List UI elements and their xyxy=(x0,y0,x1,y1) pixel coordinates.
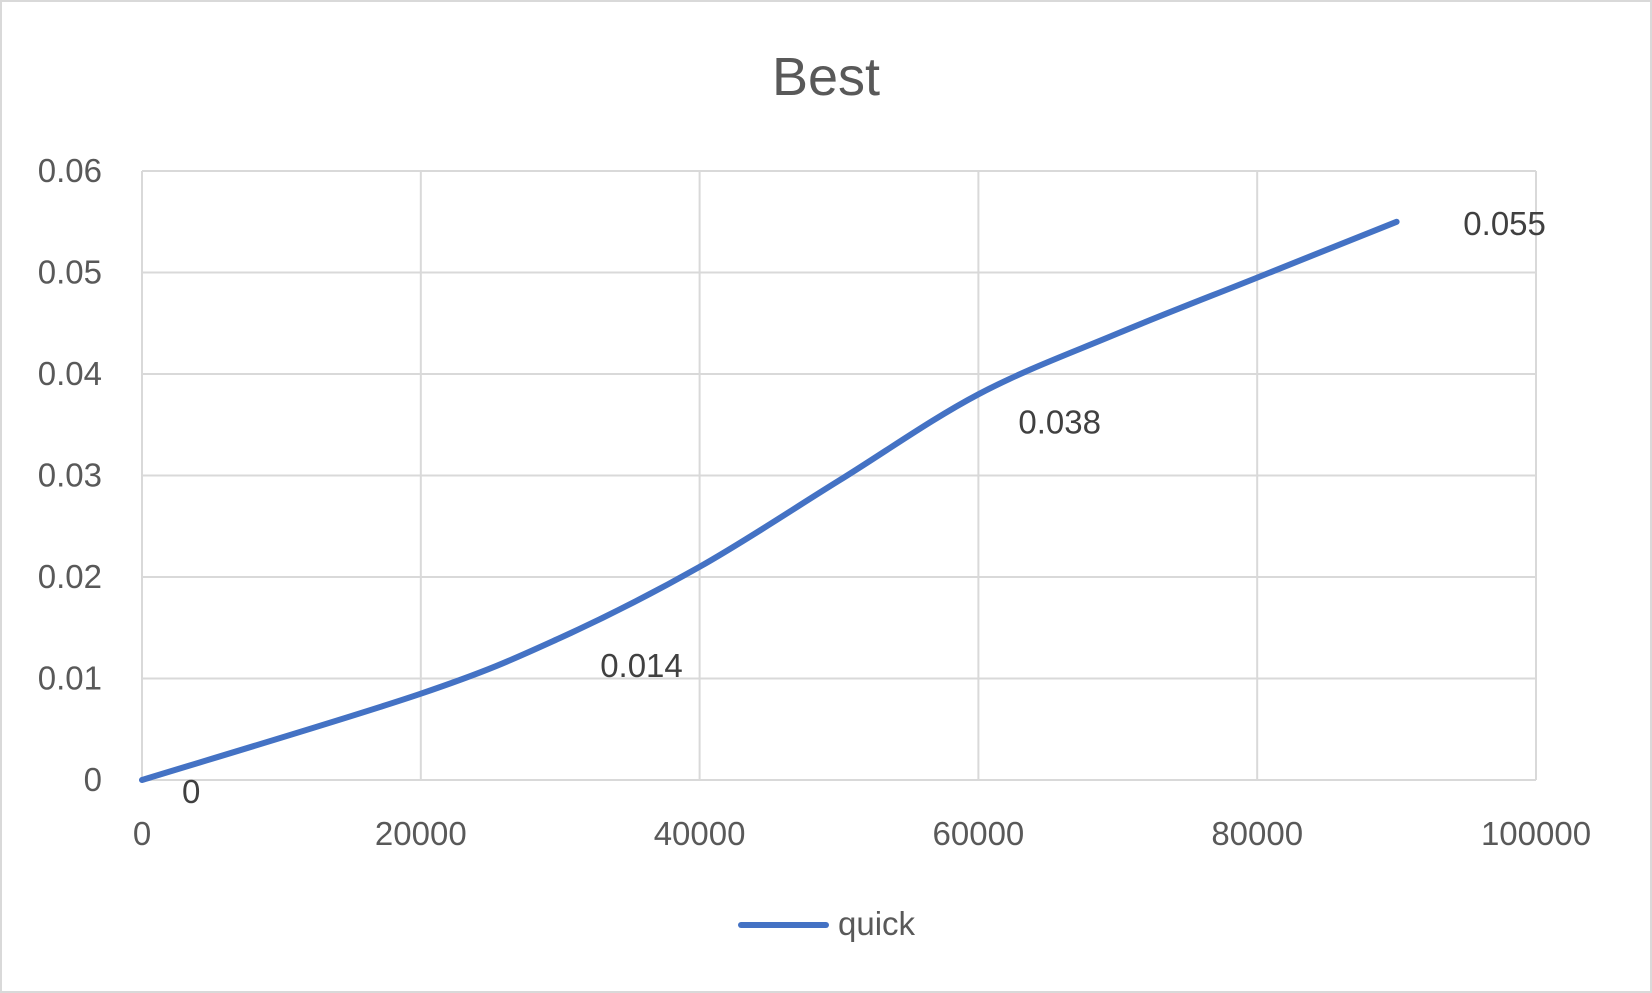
y-tick-label: 0.04 xyxy=(38,355,102,392)
y-tick-label: 0.05 xyxy=(38,254,102,291)
data-label: 0.014 xyxy=(600,647,683,684)
y-tick-label: 0.01 xyxy=(38,660,102,697)
x-tick-label: 80000 xyxy=(1211,815,1303,852)
x-tick-label: 100000 xyxy=(1481,815,1591,852)
y-tick-label: 0.02 xyxy=(38,558,102,595)
x-tick-label: 20000 xyxy=(375,815,467,852)
x-tick-label: 40000 xyxy=(654,815,746,852)
data-point xyxy=(139,777,145,783)
y-tick-label: 0.06 xyxy=(38,152,102,189)
data-label: 0.038 xyxy=(1018,403,1101,440)
data-point xyxy=(1254,275,1260,281)
y-tick-label: 0.03 xyxy=(38,457,102,494)
x-tick-label: 0 xyxy=(133,815,151,852)
series-group xyxy=(139,218,1400,783)
data-point xyxy=(697,564,703,570)
y-tick-label: 0 xyxy=(84,761,102,798)
legend-label-quick: quick xyxy=(838,905,916,942)
series-line-quick xyxy=(139,218,1400,783)
data-point xyxy=(557,635,563,641)
x-tick-label: 60000 xyxy=(933,815,1025,852)
x-axis-tick-labels: 0 20000 40000 60000 80000 100000 xyxy=(133,815,1591,852)
data-point xyxy=(1394,219,1400,225)
data-label: 0 xyxy=(182,773,200,810)
data-labels: 0 0.014 0.038 0.055 xyxy=(182,205,1546,810)
gridlines xyxy=(141,170,1537,781)
legend: quick xyxy=(738,905,916,942)
data-point xyxy=(836,478,842,484)
data-label: 0.055 xyxy=(1463,205,1546,242)
data-point xyxy=(418,691,424,697)
data-point xyxy=(975,391,981,397)
data-point xyxy=(1115,330,1121,336)
y-axis-tick-labels: 0 0.01 0.02 0.03 0.04 0.05 0.06 xyxy=(38,152,102,798)
chart-title: Best xyxy=(772,47,880,107)
